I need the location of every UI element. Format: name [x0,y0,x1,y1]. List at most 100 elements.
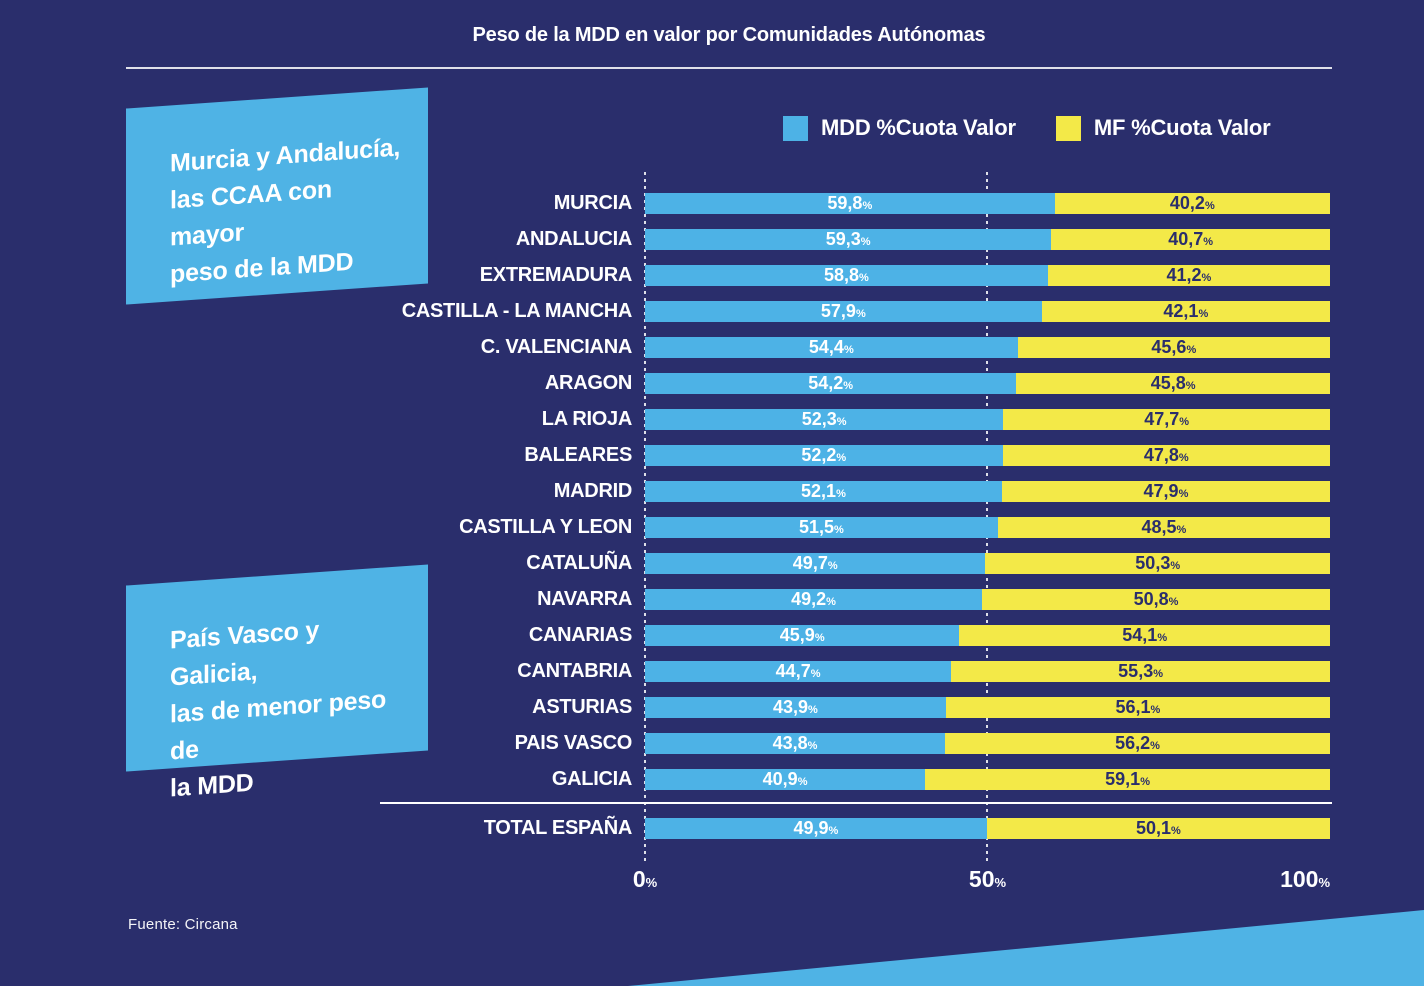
category-label: ANDALUCIA [515,228,632,250]
segment-value-label: 47,8% [1143,445,1189,465]
bar-row: EXTREMADURA 58,8% 41,2% [380,265,1330,286]
segment-value-label: 57,9% [820,301,866,321]
mf-segment: 47,9% [1001,481,1330,502]
mdd-segment: 57,9% [645,301,1042,322]
mf-segment: 50,8% [982,589,1330,610]
page-title: Peso de la MDD en valor por Comunidades … [472,24,986,46]
stacked-bar: 52,2% 47,8% [645,445,1330,466]
bar-row: LA RIOJA 52,3% 47,7% [380,409,1330,430]
stacked-bar: 40,9% 59,1% [645,769,1330,790]
mf-segment: 59,1% [925,769,1330,790]
mdd-segment: 54,2% [645,373,1017,394]
category-label: MURCIA [553,192,633,214]
segment-value-label: 44,7% [775,661,821,681]
stacked-bar: 44,7% 55,3% [645,661,1330,682]
stacked-bar: 54,4% 45,6% [645,337,1330,358]
segment-value-label: 52,1% [801,481,846,501]
bar-row: NAVARRA 49,2% 50,8% [380,589,1330,610]
stacked-bar: 57,9% 42,1% [645,301,1330,322]
segment-value-label: 49,9% [793,818,839,838]
mf-segment: 40,2% [1054,193,1330,214]
mdd-segment: 45,9% [645,625,960,646]
segment-value-label: 40,7% [1168,229,1214,249]
mf-segment: 47,7% [1003,409,1330,430]
segment-value-label: 52,2% [801,445,847,465]
stacked-bar: 45,9% 54,1% [645,625,1330,646]
segment-value-label: 49,7% [792,553,838,573]
category-label: GALICIA [551,768,632,790]
mdd-segment: 52,2% [645,445,1003,466]
stacked-bar: 59,3% 40,7% [645,229,1330,250]
segment-value-label: 52,3% [801,409,847,429]
mdd-segment: 49,7% [645,553,986,574]
mdd-swatch-icon [783,115,808,141]
segment-value-label: 59,8% [827,193,873,213]
category-label: CANARIAS [528,624,632,646]
bar-row: ASTURIAS 43,9% 56,1% [380,697,1330,718]
mf-segment: 45,6% [1017,337,1330,358]
total-separator [380,802,1332,804]
bar-row: CANARIAS 45,9% 54,1% [380,625,1330,646]
segment-value-label: 47,7% [1144,409,1190,429]
mdd-segment: 58,8% [645,265,1048,286]
bar-row: TOTAL ESPAÑA 49,9% 50,1% [380,818,1330,839]
mf-segment: 41,2% [1047,265,1330,286]
category-label: NAVARRA [537,588,632,610]
bar-rows: MURCIA 59,8% 40,2% ANDALUCIA 59,3% 40,7% EXTRE… [380,193,1330,790]
mdd-segment: 49,2% [645,589,983,610]
bar-row: BALEARES 52,2% 47,8% [380,445,1330,466]
source-note: Fuente: Circana [128,916,238,933]
category-label: BALEARES [524,444,632,466]
category-label: CANTABRIA [517,660,632,682]
mf-segment: 48,5% [997,517,1330,538]
segment-value-label: 40,9% [762,769,808,789]
mf-segment: 45,8% [1016,373,1330,394]
mf-segment: 56,1% [945,697,1330,718]
segment-value-label: 59,3% [825,229,871,249]
stacked-bar: 58,8% 41,2% [645,265,1330,286]
stacked-bar: 43,9% 56,1% [645,697,1330,718]
mf-segment: 47,8% [1002,445,1330,466]
bar-row: GALICIA 40,9% 59,1% [380,769,1330,790]
bar-row: CASTILLA - LA MANCHA 57,9% 42,1% [380,301,1330,322]
segment-value-label: 56,2% [1115,733,1160,753]
mf-segment: 50,3% [985,553,1330,574]
mf-segment: 55,3% [951,661,1330,682]
category-label: TOTAL ESPAÑA [483,817,633,839]
stacked-bar: 59,8% 40,2% [645,193,1330,214]
x-axis-ticks: 0% 50% 100% [0,866,1424,896]
category-label: CASTILLA - LA MANCHA [401,300,633,322]
stacked-bar: 49,2% 50,8% [645,589,1330,610]
bar-row: CANTABRIA 44,7% 55,3% [380,661,1330,682]
bar-row: ARAGON 54,2% 45,8% [380,373,1330,394]
mdd-segment: 49,9% [645,818,987,839]
segment-value-label: 51,5% [798,517,844,537]
bar-row: C. VALENCIANA 54,4% 45,6% [380,337,1330,358]
segment-value-label: 47,9% [1143,481,1189,501]
bar-row: CASTILLA Y LEON 51,5% 48,5% [380,517,1330,538]
legend-label-mdd: MDD %Cuota Valor [821,115,1016,140]
legend-item-mf: MF %Cuota Valor [1055,115,1271,141]
mf-segment: 50,1% [986,818,1330,839]
segment-value-label: 58,8% [823,265,869,285]
segment-value-label: 50,1% [1135,818,1181,838]
mf-segment: 40,7% [1051,229,1330,250]
legend-label-mf: MF %Cuota Valor [1093,115,1271,140]
category-label: ASTURIAS [532,696,632,718]
segment-value-label: 59,1% [1105,769,1150,789]
mf-swatch-icon [1055,115,1081,141]
stacked-bar: 49,9% 50,1% [645,818,1330,839]
x-tick-0pct: 0% [632,866,658,892]
segment-value-label: 42,1% [1163,301,1209,321]
total-row: TOTAL ESPAÑA 49,9% 50,1% [380,818,1330,839]
segment-value-label: 45,8% [1150,373,1196,393]
mdd-segment: 43,9% [645,697,946,718]
x-tick-100pct: 100% [1280,866,1330,892]
segment-value-label: 40,2% [1169,193,1215,213]
stacked-bar: 43,8% 56,2% [645,733,1330,754]
mdd-segment: 51,5% [645,517,998,538]
category-label: C. VALENCIANA [480,336,633,358]
segment-value-label: 55,3% [1118,661,1163,681]
mdd-segment: 40,9% [645,769,926,790]
